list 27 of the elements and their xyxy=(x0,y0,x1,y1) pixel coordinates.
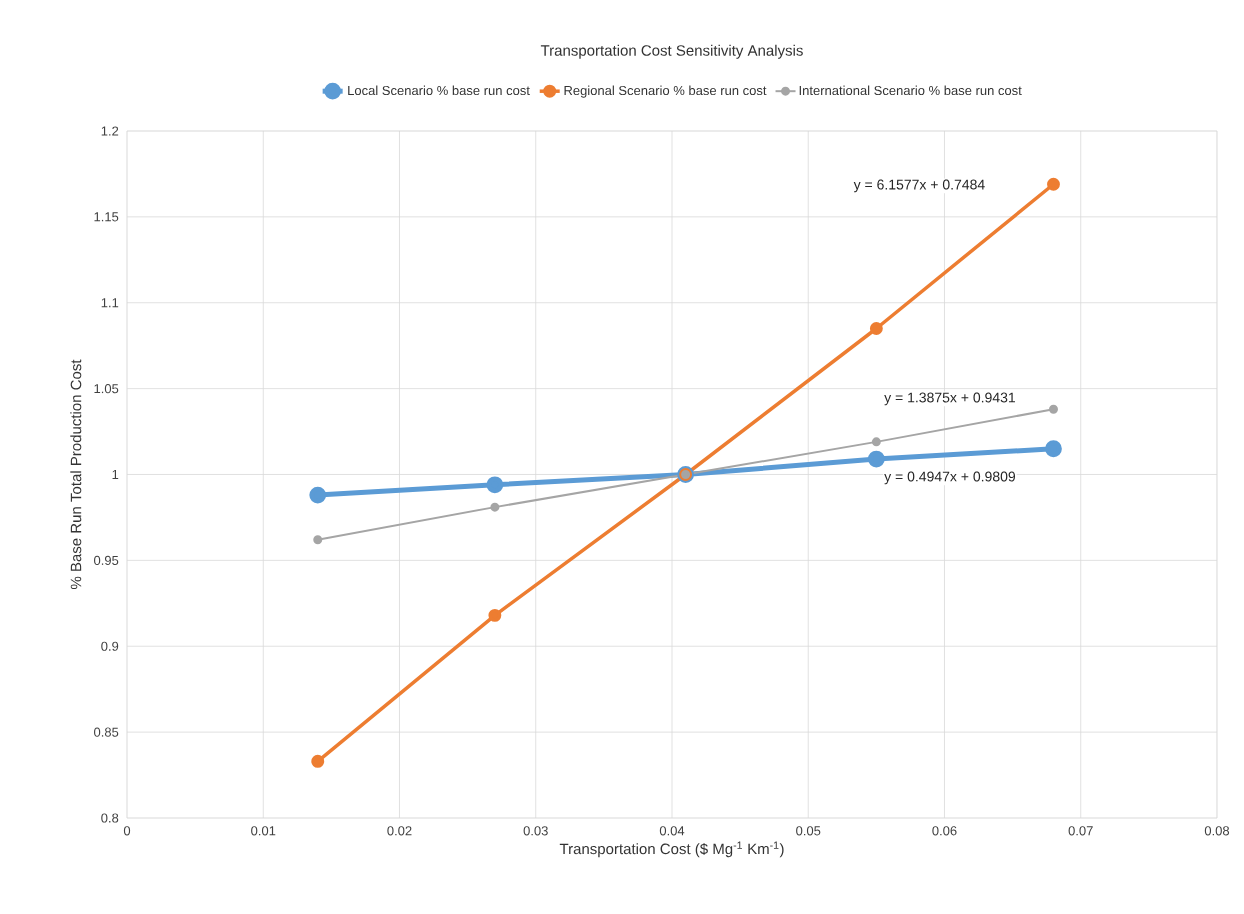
y-tick-label: 1 xyxy=(112,470,119,479)
y-tick-label: 0.8 xyxy=(101,813,119,823)
x-tick-label: 0.05 xyxy=(796,826,821,836)
y-tick-label: 1.1 xyxy=(101,298,119,308)
x-tick-label: 0.01 xyxy=(251,826,276,836)
y-tick-label: 1.15 xyxy=(94,212,119,222)
legend-label: Regional Scenario % base run cost xyxy=(564,85,767,98)
y-axis-title: % Base Run Total Production Cost xyxy=(70,359,82,590)
legend-label: International Scenario % base run cost xyxy=(799,85,1022,96)
y-tick-label: 0.9 xyxy=(101,641,119,651)
x-tick-label: 0.08 xyxy=(1204,826,1230,836)
annotation: y = 0.4947x + 0.9809 xyxy=(884,471,1016,485)
chart-title: Transportation Cost Sensitivity Analysis xyxy=(540,44,803,59)
y-tick-label: 0.95 xyxy=(94,555,119,565)
legend-label: Local Scenario % base run cost xyxy=(348,85,530,96)
x-tick-label: 0.06 xyxy=(932,826,957,836)
x-tick-label: 0.02 xyxy=(387,826,412,836)
x-tick-label: 0.04 xyxy=(659,826,685,836)
annotation: y = 6.1577x + 0.7484 xyxy=(853,179,985,193)
x-tick-label: 0.03 xyxy=(523,826,548,836)
y-tick-label: 0.85 xyxy=(94,727,119,737)
x-tick-label: 0 xyxy=(123,826,131,836)
annotation: y = 1.3875x + 0.9431 xyxy=(884,392,1016,406)
x-axis-title: Transportation Cost ($ Mg$^{-1}$ Km$^{-1}$) xyxy=(559,841,784,858)
y-tick-label: 1.2 xyxy=(101,126,119,136)
x-tick-label: 0.07 xyxy=(1068,826,1093,836)
y-tick-label: 1.05 xyxy=(94,384,119,394)
